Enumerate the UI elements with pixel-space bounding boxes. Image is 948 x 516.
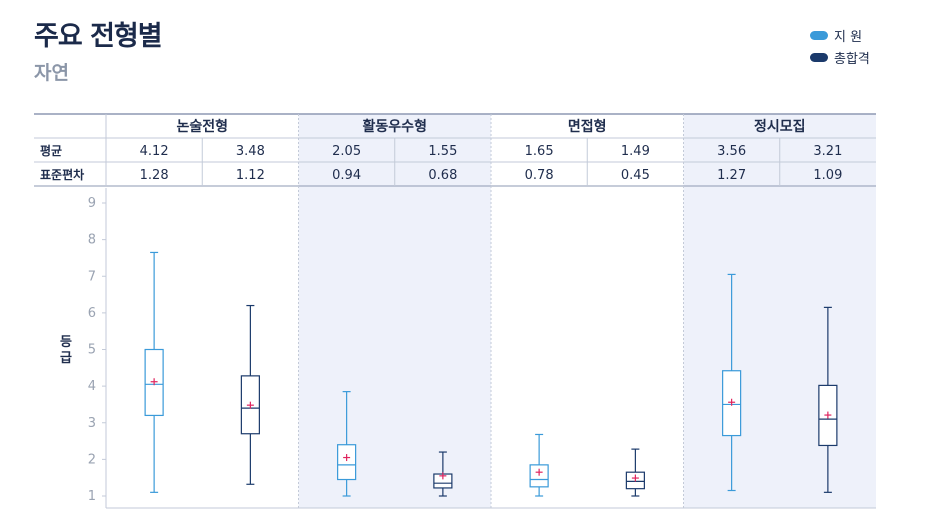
y-tick-label: 5 — [88, 343, 96, 358]
mean-value-cell: 1.65 — [525, 144, 554, 159]
y-tick-label: 3 — [88, 416, 96, 431]
mean-value-cell: 4.12 — [140, 144, 169, 159]
y-tick-label: 8 — [88, 233, 96, 248]
sd-value-cell: 0.68 — [428, 168, 457, 183]
sd-value-cell: 1.12 — [236, 168, 265, 183]
y-tick-label: 4 — [88, 379, 96, 394]
y-tick-label: 6 — [88, 306, 96, 321]
row-label-mean: 평균 — [40, 144, 62, 158]
box-iqr — [337, 444, 357, 481]
group-header: 면접형 — [568, 118, 607, 135]
page-subtitle: 자연 — [34, 62, 69, 84]
legend-swatch-admitted — [810, 52, 828, 62]
mean-value-cell: 3.56 — [717, 144, 746, 159]
mean-value-cell: 1.49 — [621, 144, 650, 159]
y-tick-label: 2 — [88, 452, 96, 467]
legend-item-admitted: 총합격 — [810, 46, 870, 68]
y-tick-label: 7 — [88, 269, 96, 284]
legend-label-admitted: 총합격 — [834, 51, 870, 67]
row-label-sd: 표준편차 — [40, 167, 84, 182]
legend-item-applicants: 지 원 — [810, 24, 870, 46]
chart-legend: 지 원 총합격 — [810, 24, 870, 68]
group-header: 정시모집 — [754, 118, 806, 135]
sd-value-cell: 1.27 — [717, 168, 746, 183]
sd-value-cell: 1.28 — [140, 168, 169, 183]
mean-value-cell: 3.21 — [813, 144, 842, 159]
sd-value-cell: 1.09 — [813, 168, 842, 183]
group-header: 논술전형 — [176, 118, 228, 135]
sd-value-cell: 0.78 — [525, 168, 554, 183]
legend-label-applicants: 지 원 — [834, 29, 863, 45]
legend-swatch-applicants — [810, 30, 828, 40]
mean-value-cell: 2.05 — [332, 144, 361, 159]
page-title: 주요 전형별 — [34, 21, 163, 52]
y-tick-label: 1 — [88, 489, 96, 504]
box-iqr — [529, 464, 549, 488]
mean-value-cell: 1.55 — [428, 144, 457, 159]
y-tick-label: 9 — [88, 196, 96, 211]
sd-value-cell: 0.94 — [332, 168, 361, 183]
group-header: 활동우수형 — [363, 118, 427, 135]
sd-value-cell: 0.45 — [621, 168, 650, 183]
mean-value-cell: 3.48 — [236, 144, 265, 159]
